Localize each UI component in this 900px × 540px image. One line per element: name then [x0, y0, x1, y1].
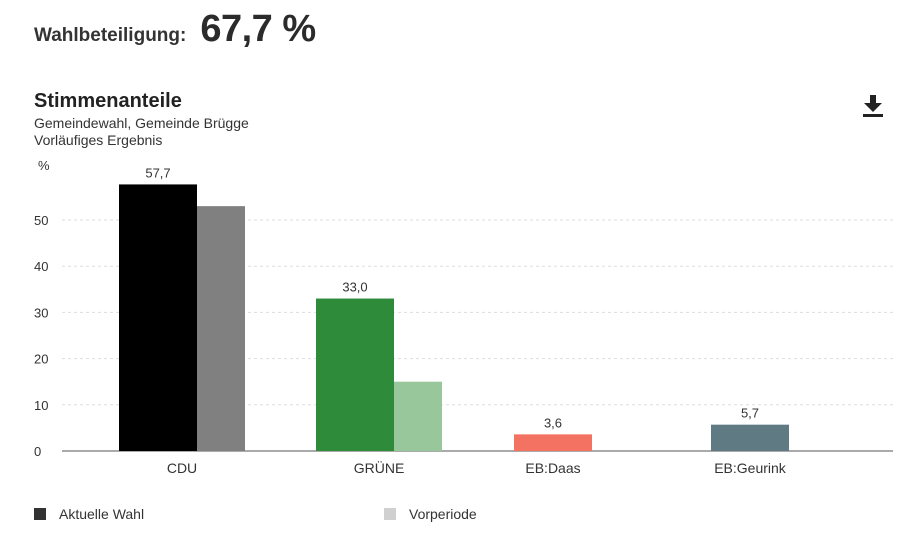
bar-layer: [119, 184, 789, 451]
bar-current-1: [316, 298, 394, 451]
turnout: Wahlbeteiligung: 67,7 %: [34, 8, 316, 51]
category-label-1: GRÜNE: [354, 459, 405, 476]
chart-title: Stimmenanteile: [34, 90, 182, 112]
bar-previous-0: [197, 206, 245, 451]
y-tick-label: 0: [34, 444, 41, 459]
download-icon-graphic: [863, 95, 883, 117]
legend-current: Aktuelle Wahl: [34, 506, 144, 522]
y-tick-label: 10: [34, 398, 48, 413]
bar-current-0: [119, 184, 197, 451]
bar-chart: % 0 10 20 30 40 50 57,7 CDU 33,0 GRÜNE 3,6 EB:Daas 5,…: [34, 158, 893, 476]
data-label-0: 57,7: [145, 165, 170, 180]
bar-previous-1: [394, 381, 442, 451]
label-layer: % 0 10 20 30 40 50 57,7 CDU 33,0 GRÜNE 3,6 EB:Daas 5,…: [34, 158, 787, 476]
bar-current-2: [514, 434, 592, 451]
y-tick-label: 20: [34, 352, 48, 367]
legend-current-swatch: [34, 508, 46, 520]
data-label-3: 5,7: [741, 406, 759, 421]
turnout-label: Wahlbeteiligung:: [34, 25, 187, 46]
download-icon[interactable]: [862, 94, 884, 118]
turnout-value: 67,7 %: [200, 8, 316, 50]
y-tick-label: 40: [34, 259, 48, 274]
data-label-1: 33,0: [342, 280, 367, 295]
chart-subtitle-status: Vorläufiges Ergebnis: [34, 132, 163, 148]
legend-previous-label: Vorperiode: [409, 506, 477, 522]
y-axis-unit-label: %: [38, 158, 50, 173]
y-tick-label: 30: [34, 305, 48, 320]
category-label-2: EB:Daas: [525, 460, 580, 476]
legend-current-label: Aktuelle Wahl: [59, 506, 145, 522]
legend-previous: Vorperiode: [384, 506, 477, 522]
data-label-2: 3,6: [544, 415, 562, 430]
category-label-0: CDU: [167, 460, 197, 476]
bar-current-3: [711, 424, 789, 451]
legend-previous-swatch: [384, 508, 396, 520]
chart-subtitle: Gemeindewahl, Gemeinde Brügge: [34, 115, 249, 131]
y-tick-label: 50: [34, 213, 48, 228]
category-label-3: EB:Geurink: [714, 460, 787, 476]
